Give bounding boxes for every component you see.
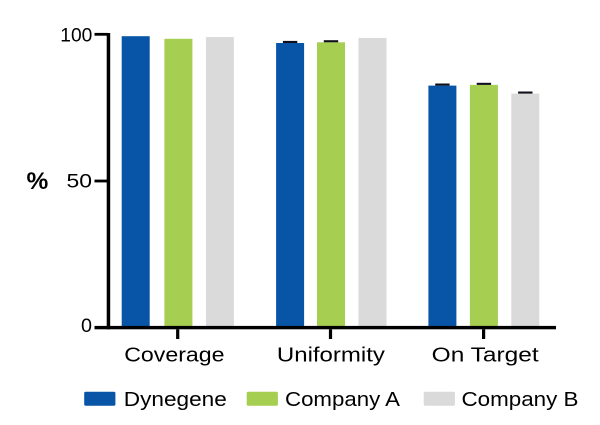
svg-text:%: %	[27, 168, 49, 195]
svg-text:Company B: Company B	[462, 388, 579, 411]
svg-text:Uniformity: Uniformity	[277, 344, 386, 367]
svg-text:Coverage: Coverage	[124, 344, 224, 367]
svg-text:On Target: On Target	[432, 344, 539, 367]
svg-text:Dynegene: Dynegene	[124, 388, 227, 411]
svg-text:Company A: Company A	[285, 388, 400, 411]
svg-text:0: 0	[81, 315, 92, 337]
svg-text:100: 100	[60, 25, 92, 47]
svg-text:50: 50	[67, 170, 93, 192]
